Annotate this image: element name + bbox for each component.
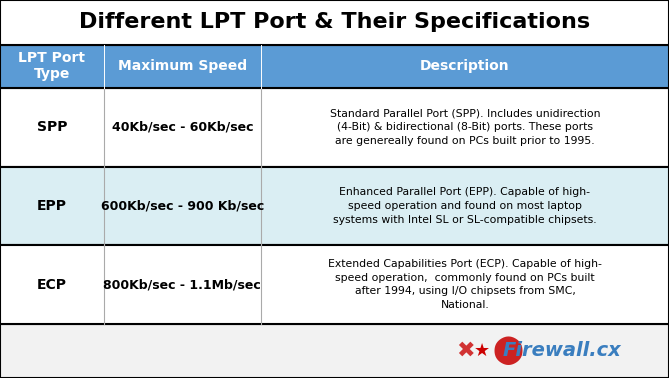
Text: Enhanced Parallel Port (EPP). Capable of high-
speed operation and found on most: Enhanced Parallel Port (EPP). Capable of… <box>333 187 597 225</box>
Text: ECP: ECP <box>37 277 67 292</box>
Text: Different LPT Port & Their Specifications: Different LPT Port & Their Specification… <box>79 12 590 32</box>
Text: LPT Port
Type: LPT Port Type <box>18 51 86 81</box>
Text: SPP: SPP <box>37 120 67 135</box>
Bar <box>0 245 669 324</box>
Bar <box>0 88 669 167</box>
Text: EPP: EPP <box>37 199 67 213</box>
Text: Firewall.cx: Firewall.cx <box>502 341 622 361</box>
Bar <box>0 45 669 88</box>
Bar <box>0 0 669 45</box>
Text: Description: Description <box>420 59 510 73</box>
Bar <box>0 324 669 378</box>
Text: Standard Parallel Port (SPP). Includes unidirection
(4-Bit) & bidirectional (8-B: Standard Parallel Port (SPP). Includes u… <box>330 109 600 146</box>
Text: ⬤: ⬤ <box>493 337 524 365</box>
Text: ✖: ✖ <box>456 341 474 361</box>
Text: 600Kb/sec - 900 Kb/sec: 600Kb/sec - 900 Kb/sec <box>100 200 264 212</box>
Text: ★: ★ <box>474 342 490 360</box>
Text: 800Kb/sec - 1.1Mb/sec: 800Kb/sec - 1.1Mb/sec <box>104 278 261 291</box>
Text: Maximum Speed: Maximum Speed <box>118 59 247 73</box>
Text: Extended Capabilities Port (ECP). Capable of high-
speed operation,  commonly fo: Extended Capabilities Port (ECP). Capabl… <box>328 259 602 310</box>
Bar <box>0 167 669 245</box>
Text: 40Kb/sec - 60Kb/sec: 40Kb/sec - 60Kb/sec <box>112 121 253 134</box>
